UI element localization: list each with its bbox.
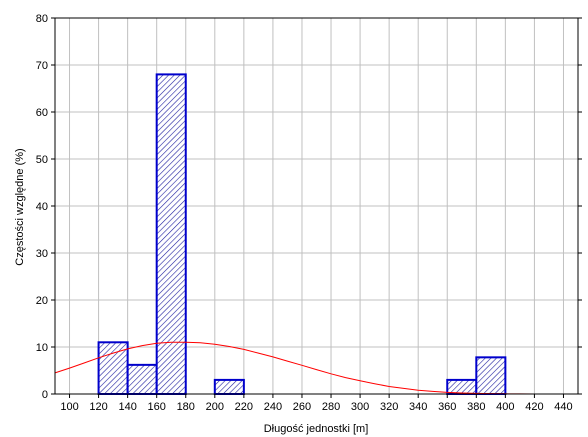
y-tick-label: 60 (36, 107, 48, 119)
x-tick-label: 400 (496, 401, 514, 413)
x-tick-label: 140 (118, 401, 136, 413)
x-tick-label: 120 (89, 401, 107, 413)
grid-lines (55, 17, 578, 395)
y-tick-label: 0 (42, 389, 48, 401)
y-tick-label: 40 (36, 201, 48, 213)
x-tick-label: 420 (525, 401, 543, 413)
histogram-bar (126, 363, 158, 395)
y-tick-label: 50 (36, 154, 48, 166)
y-tick-label: 80 (36, 13, 48, 25)
axes (51, 17, 582, 398)
y-tick-label: 10 (36, 342, 48, 354)
histogram-bars (97, 73, 507, 396)
y-tick-label: 70 (36, 60, 48, 72)
x-tick-label: 440 (554, 401, 572, 413)
x-tick-label: 380 (467, 401, 485, 413)
x-tick-labels: 100 120 140 160 180 200 220 240 260 280 300 320 340 3… (60, 401, 572, 413)
x-tick-label: 340 (409, 401, 427, 413)
y-tick-labels: 0 10 20 30 40 50 60 70 80 (36, 13, 48, 401)
x-tick-label: 320 (380, 401, 398, 413)
x-axis-title: Długość jednostki [m] (264, 423, 369, 435)
x-tick-label: 260 (293, 401, 311, 413)
x-tick-label: 280 (322, 401, 340, 413)
x-tick-label: 360 (438, 401, 456, 413)
y-tick-label: 30 (36, 248, 48, 260)
x-tick-label: 180 (177, 401, 195, 413)
histogram-bar (446, 378, 478, 395)
histogram-bar (155, 73, 187, 396)
histogram-bar (213, 378, 245, 395)
y-axis-title: Częstości względne (%) (14, 148, 26, 265)
histogram-bar (475, 356, 507, 395)
x-tick-label: 160 (148, 401, 166, 413)
x-tick-label: 240 (264, 401, 282, 413)
x-tick-label: 200 (206, 401, 224, 413)
x-tick-label: 100 (60, 401, 78, 413)
x-tick-label: 300 (351, 401, 369, 413)
y-tick-label: 20 (36, 295, 48, 307)
x-tick-label: 220 (235, 401, 253, 413)
